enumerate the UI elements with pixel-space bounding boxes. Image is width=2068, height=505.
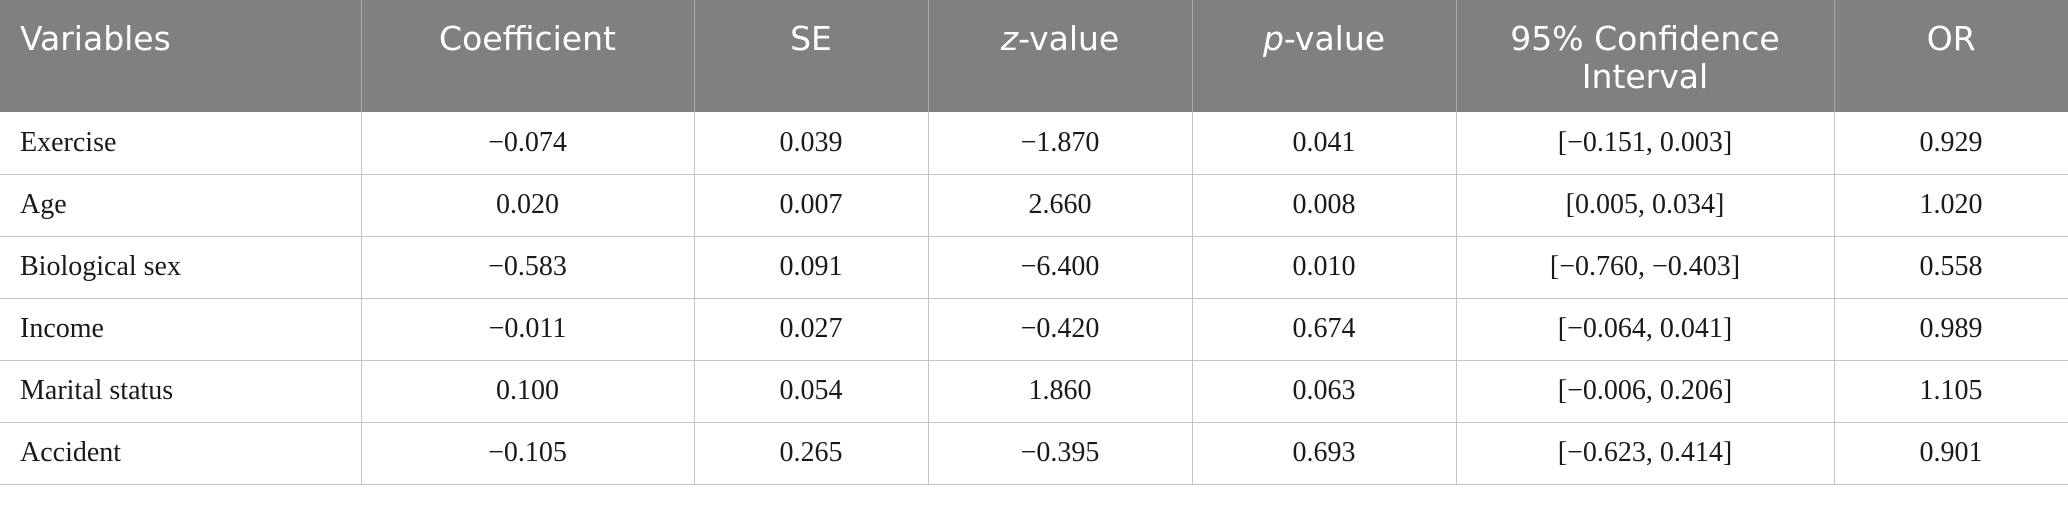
- cell-se: 0.039: [693, 112, 928, 175]
- regression-results-table: Variables Coefficient SE z-value p-value…: [0, 0, 2068, 485]
- cell-p-value: 0.063: [1191, 360, 1456, 423]
- cell-se: 0.007: [693, 174, 928, 237]
- cell-or: 0.558: [1833, 236, 2068, 299]
- header-confidence-interval: 95% Confidence Interval: [1455, 0, 1834, 112]
- table-body: Exercise −0.074 0.039 −1.870 0.041 [−0.1…: [0, 112, 2068, 485]
- cell-p-value: 0.041: [1191, 112, 1456, 175]
- cell-variable: Age: [0, 174, 361, 237]
- cell-or: 0.989: [1833, 298, 2068, 361]
- cell-p-value: 0.674: [1191, 298, 1456, 361]
- cell-confidence-interval: [−0.006, 0.206]: [1455, 360, 1834, 423]
- cell-se: 0.265: [693, 422, 928, 485]
- cell-variable: Income: [0, 298, 361, 361]
- cell-confidence-interval: [−0.760, −0.403]: [1455, 236, 1834, 299]
- cell-or: 1.105: [1833, 360, 2068, 423]
- header-variables: Variables: [0, 0, 361, 112]
- table-row: Exercise −0.074 0.039 −1.870 0.041 [−0.1…: [0, 112, 2068, 175]
- table-row: Age 0.020 0.007 2.660 0.008 [0.005, 0.03…: [0, 174, 2068, 237]
- cell-coefficient: 0.020: [360, 174, 694, 237]
- header-z-value: z-value: [927, 0, 1192, 112]
- header-row: Variables Coefficient SE z-value p-value…: [0, 0, 2068, 112]
- cell-z-value: −1.870: [927, 112, 1192, 175]
- cell-coefficient: −0.583: [360, 236, 694, 299]
- header-p-value: p-value: [1191, 0, 1456, 112]
- cell-or: 0.901: [1833, 422, 2068, 485]
- cell-se: 0.027: [693, 298, 928, 361]
- cell-z-value: −0.420: [927, 298, 1192, 361]
- header-se: SE: [693, 0, 928, 112]
- cell-coefficient: −0.074: [360, 112, 694, 175]
- cell-coefficient: −0.105: [360, 422, 694, 485]
- cell-p-value: 0.693: [1191, 422, 1456, 485]
- table-header: Variables Coefficient SE z-value p-value…: [0, 0, 2068, 112]
- table-row: Income −0.011 0.027 −0.420 0.674 [−0.064…: [0, 298, 2068, 361]
- cell-z-value: −0.395: [927, 422, 1192, 485]
- cell-z-value: 1.860: [927, 360, 1192, 423]
- cell-coefficient: 0.100: [360, 360, 694, 423]
- table-row: Biological sex −0.583 0.091 −6.400 0.010…: [0, 236, 2068, 299]
- table-row: Accident −0.105 0.265 −0.395 0.693 [−0.6…: [0, 422, 2068, 485]
- cell-z-value: −6.400: [927, 236, 1192, 299]
- cell-se: 0.091: [693, 236, 928, 299]
- cell-confidence-interval: [0.005, 0.034]: [1455, 174, 1834, 237]
- cell-variable: Marital status: [0, 360, 361, 423]
- cell-z-value: 2.660: [927, 174, 1192, 237]
- cell-se: 0.054: [693, 360, 928, 423]
- regression-table-container: Variables Coefficient SE z-value p-value…: [0, 0, 2068, 485]
- cell-or: 0.929: [1833, 112, 2068, 175]
- header-or: OR: [1833, 0, 2068, 112]
- cell-variable: Biological sex: [0, 236, 361, 299]
- cell-coefficient: −0.011: [360, 298, 694, 361]
- cell-or: 1.020: [1833, 174, 2068, 237]
- cell-confidence-interval: [−0.151, 0.003]: [1455, 112, 1834, 175]
- cell-confidence-interval: [−0.623, 0.414]: [1455, 422, 1834, 485]
- cell-p-value: 0.010: [1191, 236, 1456, 299]
- header-coefficient: Coefficient: [360, 0, 694, 112]
- cell-variable: Exercise: [0, 112, 361, 175]
- cell-confidence-interval: [−0.064, 0.041]: [1455, 298, 1834, 361]
- cell-p-value: 0.008: [1191, 174, 1456, 237]
- cell-variable: Accident: [0, 422, 361, 485]
- table-row: Marital status 0.100 0.054 1.860 0.063 […: [0, 360, 2068, 423]
